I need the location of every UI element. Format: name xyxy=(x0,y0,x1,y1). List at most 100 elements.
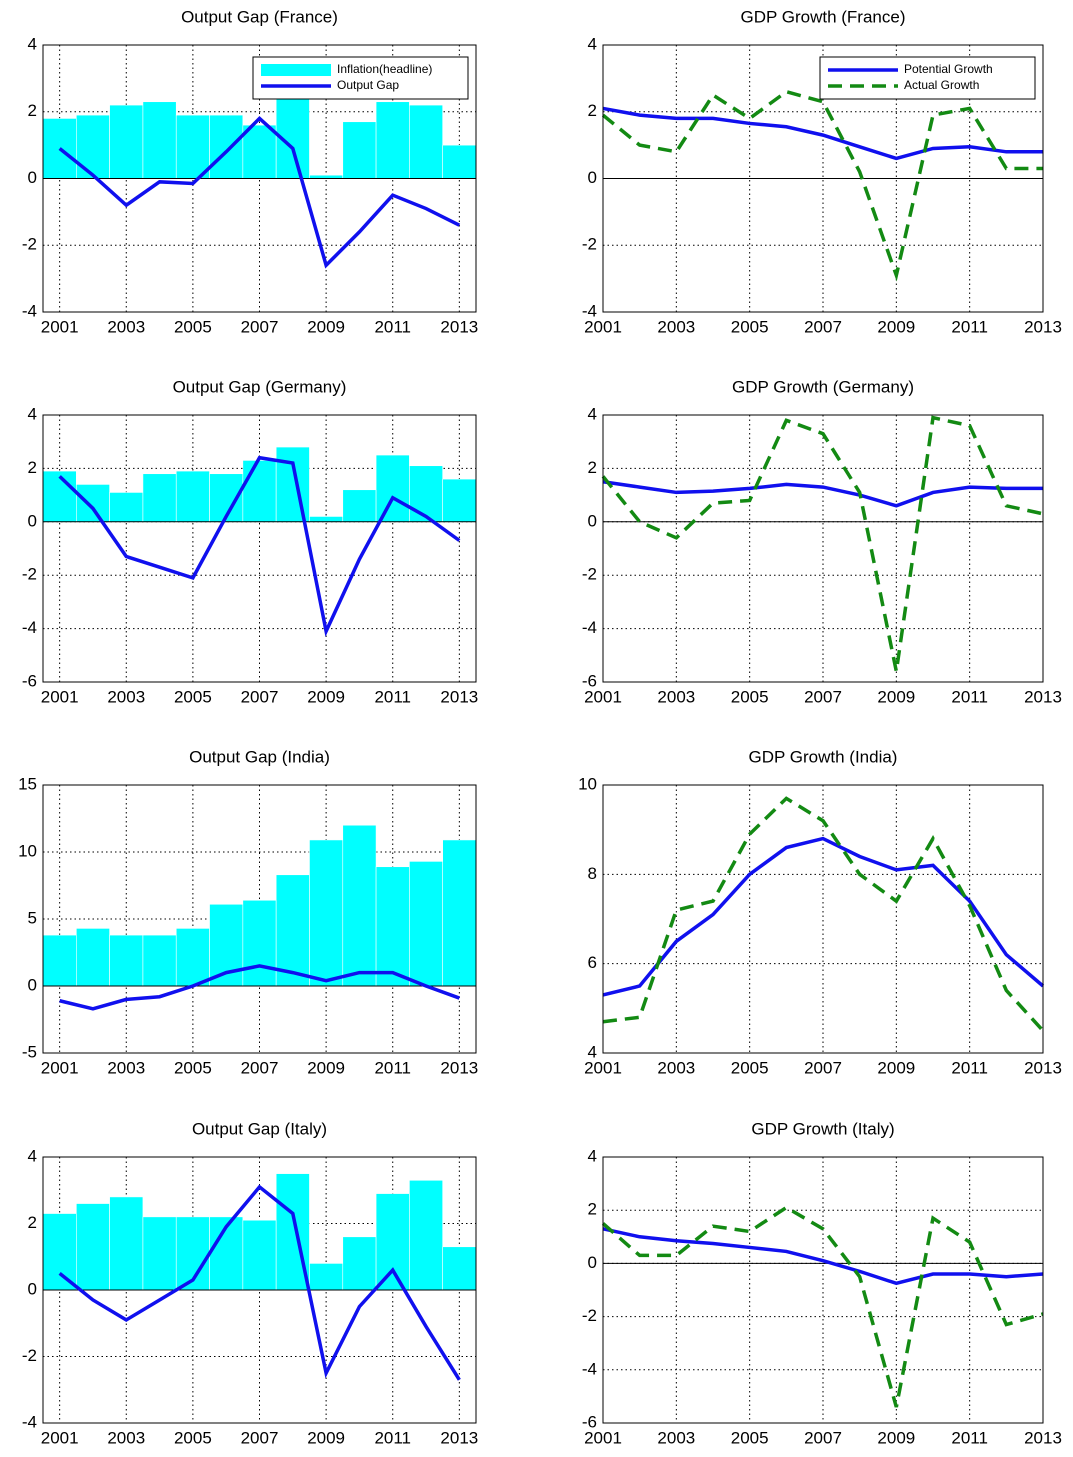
bar xyxy=(375,866,410,987)
y-tick-label: 0 xyxy=(588,511,597,530)
x-tick-label: 2011 xyxy=(951,1058,988,1077)
x-tick-label: 2001 xyxy=(41,1428,79,1447)
bar xyxy=(109,1196,144,1291)
x-tick-label: 2013 xyxy=(440,1058,478,1077)
x-tick-label: 2005 xyxy=(174,1058,212,1077)
bar xyxy=(242,1219,277,1291)
y-tick-label: 0 xyxy=(588,168,597,187)
y-tick-label: 4 xyxy=(28,404,37,423)
bar xyxy=(142,934,177,987)
y-tick-label: 0 xyxy=(28,168,37,187)
y-tick-label: -2 xyxy=(22,235,37,254)
bar xyxy=(342,824,377,987)
x-tick-label: 2001 xyxy=(584,1058,622,1077)
y-tick-label: 0 xyxy=(28,511,37,530)
chart-title: Output Gap (Italy) xyxy=(192,1119,327,1138)
x-tick-label: 2007 xyxy=(241,1428,279,1447)
x-tick-label: 2007 xyxy=(241,687,279,706)
y-tick-label: -2 xyxy=(582,235,597,254)
bar xyxy=(409,861,443,987)
y-tick-label: -2 xyxy=(22,565,37,584)
bar xyxy=(375,1193,410,1291)
bar xyxy=(175,470,210,523)
x-tick-label: 2011 xyxy=(374,1058,411,1077)
bar xyxy=(342,1236,377,1291)
legend-box xyxy=(819,56,1036,100)
y-tick-label: -4 xyxy=(22,618,37,637)
x-tick-label: 2007 xyxy=(241,317,279,336)
y-tick-label: 10 xyxy=(18,841,37,860)
bar xyxy=(442,144,477,179)
series-line xyxy=(59,964,460,1011)
x-tick-label: 2003 xyxy=(107,687,145,706)
plot-frame xyxy=(602,1156,1044,1424)
y-tick-label: -4 xyxy=(582,618,597,637)
bar xyxy=(242,899,277,987)
x-tick-label: 2003 xyxy=(657,1058,695,1077)
bar xyxy=(42,934,77,987)
x-tick-label: 2011 xyxy=(951,1428,988,1447)
bar xyxy=(275,874,310,987)
y-tick-label: 2 xyxy=(28,458,37,477)
chart-title: GDP Growth (India) xyxy=(749,747,898,766)
bar xyxy=(342,121,377,179)
y-tick-label: 2 xyxy=(588,101,597,120)
y-tick-label: -4 xyxy=(22,301,37,320)
x-tick-label: 2005 xyxy=(731,1058,769,1077)
plot-frame xyxy=(42,1156,477,1424)
x-tick-label: 2013 xyxy=(440,1428,478,1447)
y-tick-label: 2 xyxy=(28,1213,37,1232)
y-tick-label: -5 xyxy=(22,1042,37,1061)
bar xyxy=(309,174,344,179)
x-tick-label: 2013 xyxy=(1024,317,1062,336)
x-tick-label: 2013 xyxy=(1024,687,1062,706)
y-tick-label: 5 xyxy=(28,908,37,927)
x-tick-label: 2001 xyxy=(41,1058,79,1077)
plot-frame xyxy=(602,784,1044,1054)
plot-frame xyxy=(42,44,477,313)
y-tick-label: 10 xyxy=(578,774,597,793)
y-tick-label: -2 xyxy=(582,1306,597,1325)
bar xyxy=(175,928,210,987)
x-tick-label: 2007 xyxy=(241,1058,279,1077)
bar xyxy=(375,101,410,179)
x-tick-label: 2009 xyxy=(877,1058,915,1077)
y-tick-label: 0 xyxy=(28,1279,37,1298)
y-tick-label: -2 xyxy=(22,1346,37,1365)
plot-area xyxy=(603,785,1043,1053)
y-tick-label: 4 xyxy=(588,1146,597,1165)
x-tick-label: 2001 xyxy=(584,687,622,706)
bar xyxy=(76,1203,110,1291)
x-tick-label: 2005 xyxy=(731,1428,769,1447)
bar xyxy=(442,839,477,987)
y-tick-label: 4 xyxy=(28,34,37,53)
bar xyxy=(142,101,177,179)
x-tick-label: 2005 xyxy=(174,1428,212,1447)
bar xyxy=(442,1246,477,1291)
x-tick-label: 2003 xyxy=(657,1428,695,1447)
y-tick-label: -6 xyxy=(582,1412,597,1431)
bar xyxy=(275,446,310,523)
plot-frame xyxy=(602,44,1044,313)
x-tick-label: 2009 xyxy=(307,687,345,706)
x-tick-label: 2013 xyxy=(440,687,478,706)
x-tick-label: 2011 xyxy=(951,687,988,706)
x-tick-label: 2003 xyxy=(107,1428,145,1447)
x-tick-label: 2001 xyxy=(584,1428,622,1447)
bar xyxy=(342,489,377,523)
y-tick-label: -4 xyxy=(22,1412,37,1431)
x-tick-label: 2007 xyxy=(804,1428,842,1447)
x-tick-label: 2001 xyxy=(584,317,622,336)
plot-frame xyxy=(42,414,477,683)
x-tick-label: 2009 xyxy=(877,687,915,706)
x-tick-label: 2005 xyxy=(174,687,212,706)
x-tick-label: 2013 xyxy=(440,317,478,336)
y-tick-label: 4 xyxy=(588,1042,597,1061)
bar xyxy=(442,478,477,523)
bar xyxy=(109,104,144,179)
y-tick-label: -6 xyxy=(22,671,37,690)
legend-label: Actual Growth xyxy=(904,78,979,92)
bar xyxy=(76,114,110,179)
y-tick-label: -4 xyxy=(582,301,597,320)
